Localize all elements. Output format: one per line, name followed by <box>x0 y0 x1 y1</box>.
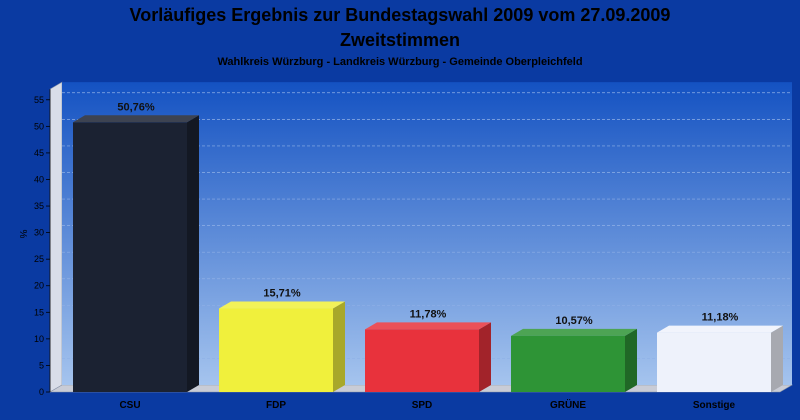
bar-top <box>73 115 199 123</box>
y-tick-label: 40 <box>34 174 44 184</box>
bar-value-label: 15,71% <box>263 288 301 300</box>
bar-top <box>511 328 637 336</box>
y-tick-label: 25 <box>34 254 44 264</box>
bar-value-label: 11,78% <box>410 308 447 320</box>
bar-value-label: 11,18% <box>702 312 739 324</box>
y-tick-label: 50 <box>34 121 44 131</box>
y-axis-label: % <box>17 230 28 239</box>
y-tick-label: 45 <box>34 148 44 158</box>
x-category-label: Sonstige <box>693 400 736 411</box>
bar-front <box>219 308 333 392</box>
x-category-label: FDP <box>266 400 286 411</box>
chart-subtitle: Zweitstimmen <box>340 30 460 50</box>
bar-side <box>479 322 491 392</box>
bar-value-label: 50,76% <box>117 101 155 113</box>
y-tick-label: 35 <box>34 201 44 211</box>
y-tick-label: 10 <box>34 334 44 344</box>
bar-top <box>657 325 783 333</box>
bar-grüne <box>511 328 637 392</box>
chart-title: Vorläufiges Ergebnis zur Bundestagswahl … <box>130 5 671 25</box>
bar-front <box>73 122 187 392</box>
bar-sonstige <box>657 325 783 392</box>
bar-side <box>771 325 783 392</box>
bar-front <box>365 329 479 392</box>
y-tick-label: 0 <box>39 387 44 397</box>
x-category-label: SPD <box>412 400 433 411</box>
x-category-label: GRÜNE <box>550 398 586 411</box>
y-tick-label: 15 <box>34 307 44 317</box>
chart-caption: Wahlkreis Würzburg - Landkreis Würzburg … <box>217 56 582 68</box>
y-tick-label: 20 <box>34 281 44 291</box>
bar-side <box>625 328 637 392</box>
bar-csu <box>73 115 199 392</box>
bar-front <box>657 332 771 392</box>
y-tick-label: 30 <box>34 228 44 238</box>
y-tick-label: 55 <box>34 95 44 105</box>
bar-value-label: 10,57% <box>555 315 593 327</box>
bar-side <box>187 115 199 392</box>
bar-top <box>219 301 345 309</box>
plot-left-wall <box>49 81 63 393</box>
bar-spd <box>365 322 491 392</box>
y-tick-label: 5 <box>39 360 44 370</box>
x-category-label: CSU <box>119 400 140 411</box>
bar-top <box>365 322 491 330</box>
bar-fdp <box>219 301 345 392</box>
bar-front <box>511 335 625 392</box>
bar-side <box>333 301 345 392</box>
